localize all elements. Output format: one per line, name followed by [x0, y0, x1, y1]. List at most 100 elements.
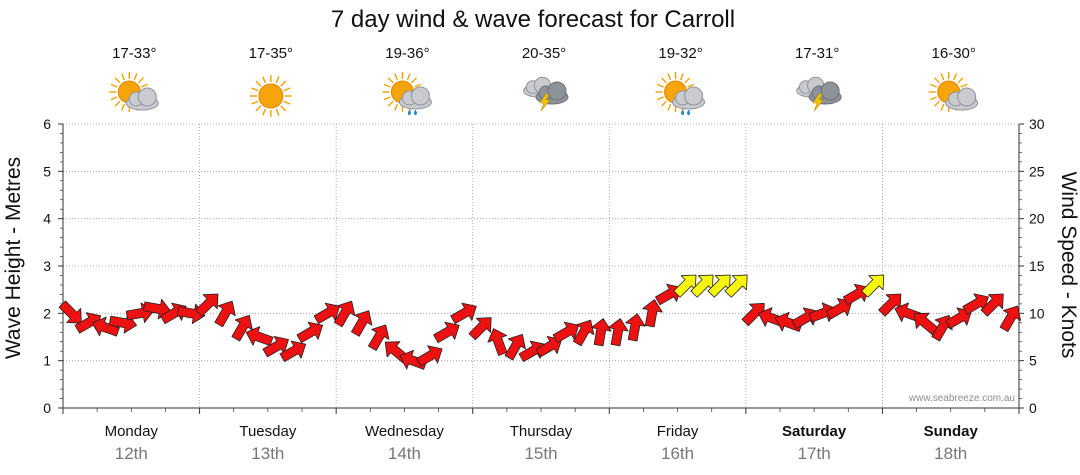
- wind-arrow: [296, 321, 324, 344]
- wind-arrow: [625, 313, 646, 342]
- wave-height-point: [899, 327, 900, 328]
- sun-ray: [411, 77, 418, 84]
- wave-height-point: [1001, 313, 1002, 314]
- wave-height-point: [558, 332, 559, 333]
- wind-arrow: [58, 300, 82, 324]
- sun-ray: [251, 100, 259, 105]
- partly-cloudy-icon: [109, 72, 159, 112]
- y-tick-label-right: 25: [1029, 163, 1045, 179]
- sun-ray: [394, 103, 399, 111]
- sun-ray: [934, 77, 941, 84]
- y-tick-label-left: 3: [43, 258, 51, 274]
- thunderstorm-icon: [796, 76, 842, 112]
- temperature-range: 17-33°: [112, 45, 156, 62]
- sun-ray: [953, 73, 958, 81]
- wind-arrow: [351, 310, 373, 337]
- wave-height-point: [831, 308, 832, 309]
- sun-ray: [275, 76, 280, 84]
- x-day-date: 12th: [115, 444, 148, 463]
- sun-ray: [679, 73, 684, 81]
- x-day-name: Wednesday: [365, 423, 444, 440]
- wind-arrow: [999, 305, 1022, 333]
- sun-ray: [255, 80, 262, 87]
- cloud-icon: [398, 86, 432, 110]
- lightning-bolt-icon: [812, 93, 824, 112]
- cloud-icon: [672, 86, 706, 110]
- watermark: www.seabreeze.com.au: [908, 393, 1015, 404]
- partly-cloudy-showers-icon: [655, 72, 706, 116]
- cloud-part: [137, 87, 157, 107]
- cloud-icon: [945, 87, 979, 111]
- sun-ray: [687, 83, 695, 88]
- wind-arrows: [58, 274, 1022, 370]
- rain-drop: [407, 109, 411, 116]
- wind-arrow: [433, 321, 460, 344]
- cloud-part: [410, 86, 430, 106]
- wave-height-point: [489, 346, 490, 347]
- cloud-part: [957, 87, 977, 107]
- wind-arrow: [368, 324, 390, 351]
- wind-arrow: [642, 299, 663, 328]
- wave-height-point: [250, 346, 251, 347]
- cloud-icon: [125, 87, 159, 111]
- wave-height-point: [319, 322, 320, 323]
- sun-ray: [283, 100, 291, 105]
- x-day-date: 15th: [524, 444, 557, 463]
- wind-arrow: [262, 335, 289, 358]
- rain-drop: [687, 109, 691, 116]
- x-day-date: 13th: [251, 444, 284, 463]
- wind-arrow: [504, 333, 526, 361]
- y-tick-label-left: 0: [43, 400, 51, 416]
- wave-height-point: [797, 322, 798, 323]
- wave-height-point: [216, 341, 217, 342]
- sun-ray: [283, 87, 291, 92]
- sun-ray: [120, 73, 125, 81]
- wave-height-point: [421, 322, 422, 323]
- sun-ray: [114, 100, 121, 107]
- sun-ray: [406, 73, 411, 81]
- wave-height-point: [114, 327, 115, 328]
- sun-ray: [387, 100, 394, 107]
- weather-row: 17-33° 17-35° 19-36° 20-35° 19-32° 17-31° 16-3…: [109, 45, 979, 117]
- x-day-name: Friday: [657, 423, 699, 440]
- x-day-date: 17th: [798, 444, 831, 463]
- wave-height-point: [455, 332, 456, 333]
- sun-ray: [120, 103, 125, 111]
- wave-height-point: [592, 332, 593, 333]
- sun-ray: [656, 96, 664, 101]
- wave-height-point: [182, 308, 183, 309]
- wave-height-point: [762, 318, 763, 319]
- sun-ray: [280, 105, 287, 112]
- sun-ray: [660, 100, 667, 107]
- y-tick-label-left: 1: [43, 353, 51, 369]
- wind-arrow: [245, 326, 274, 347]
- wind-arrow: [552, 321, 580, 344]
- sun-ray: [667, 73, 672, 81]
- sun-ray: [934, 100, 941, 107]
- x-day-date: 14th: [388, 444, 421, 463]
- wave-height-point: [523, 341, 524, 342]
- temperature-range: 17-31°: [795, 45, 839, 62]
- x-day-name: Saturday: [782, 423, 847, 440]
- y-tick-label-right: 5: [1029, 353, 1037, 369]
- wind-arrow: [724, 274, 748, 298]
- sun-ray: [394, 73, 399, 81]
- rain-icon: [407, 109, 417, 116]
- sun-ray: [383, 83, 391, 88]
- wave-height-point: [865, 313, 866, 314]
- sun-ray: [929, 96, 937, 101]
- grid-lines: [63, 123, 1019, 408]
- sun-ray: [684, 77, 691, 84]
- wave-height-point: [660, 303, 661, 304]
- sun-ray: [940, 73, 945, 81]
- axes: [58, 123, 1024, 414]
- cloud-part: [547, 81, 567, 101]
- sun-ray: [667, 103, 672, 111]
- wind-arrow: [416, 345, 443, 367]
- wave-height-point: [967, 313, 968, 314]
- x-day-name: Tuesday: [239, 423, 296, 440]
- wind-arrow: [825, 298, 853, 320]
- wind-arrow: [980, 293, 1004, 317]
- sun-ray: [110, 83, 118, 88]
